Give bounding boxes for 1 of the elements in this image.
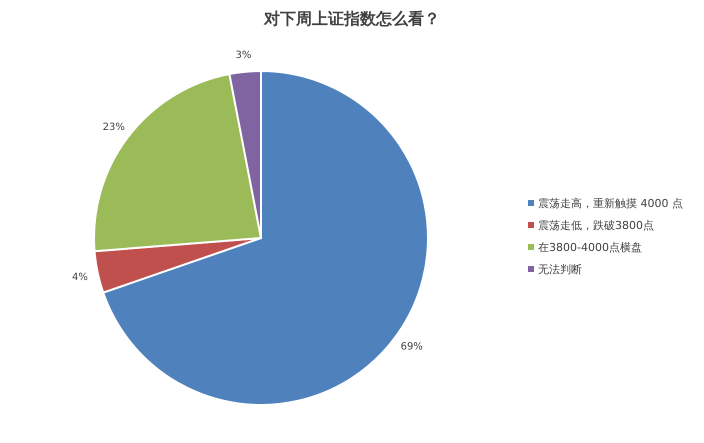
title: 对下周上证指数怎么看？ bbox=[264, 9, 440, 28]
